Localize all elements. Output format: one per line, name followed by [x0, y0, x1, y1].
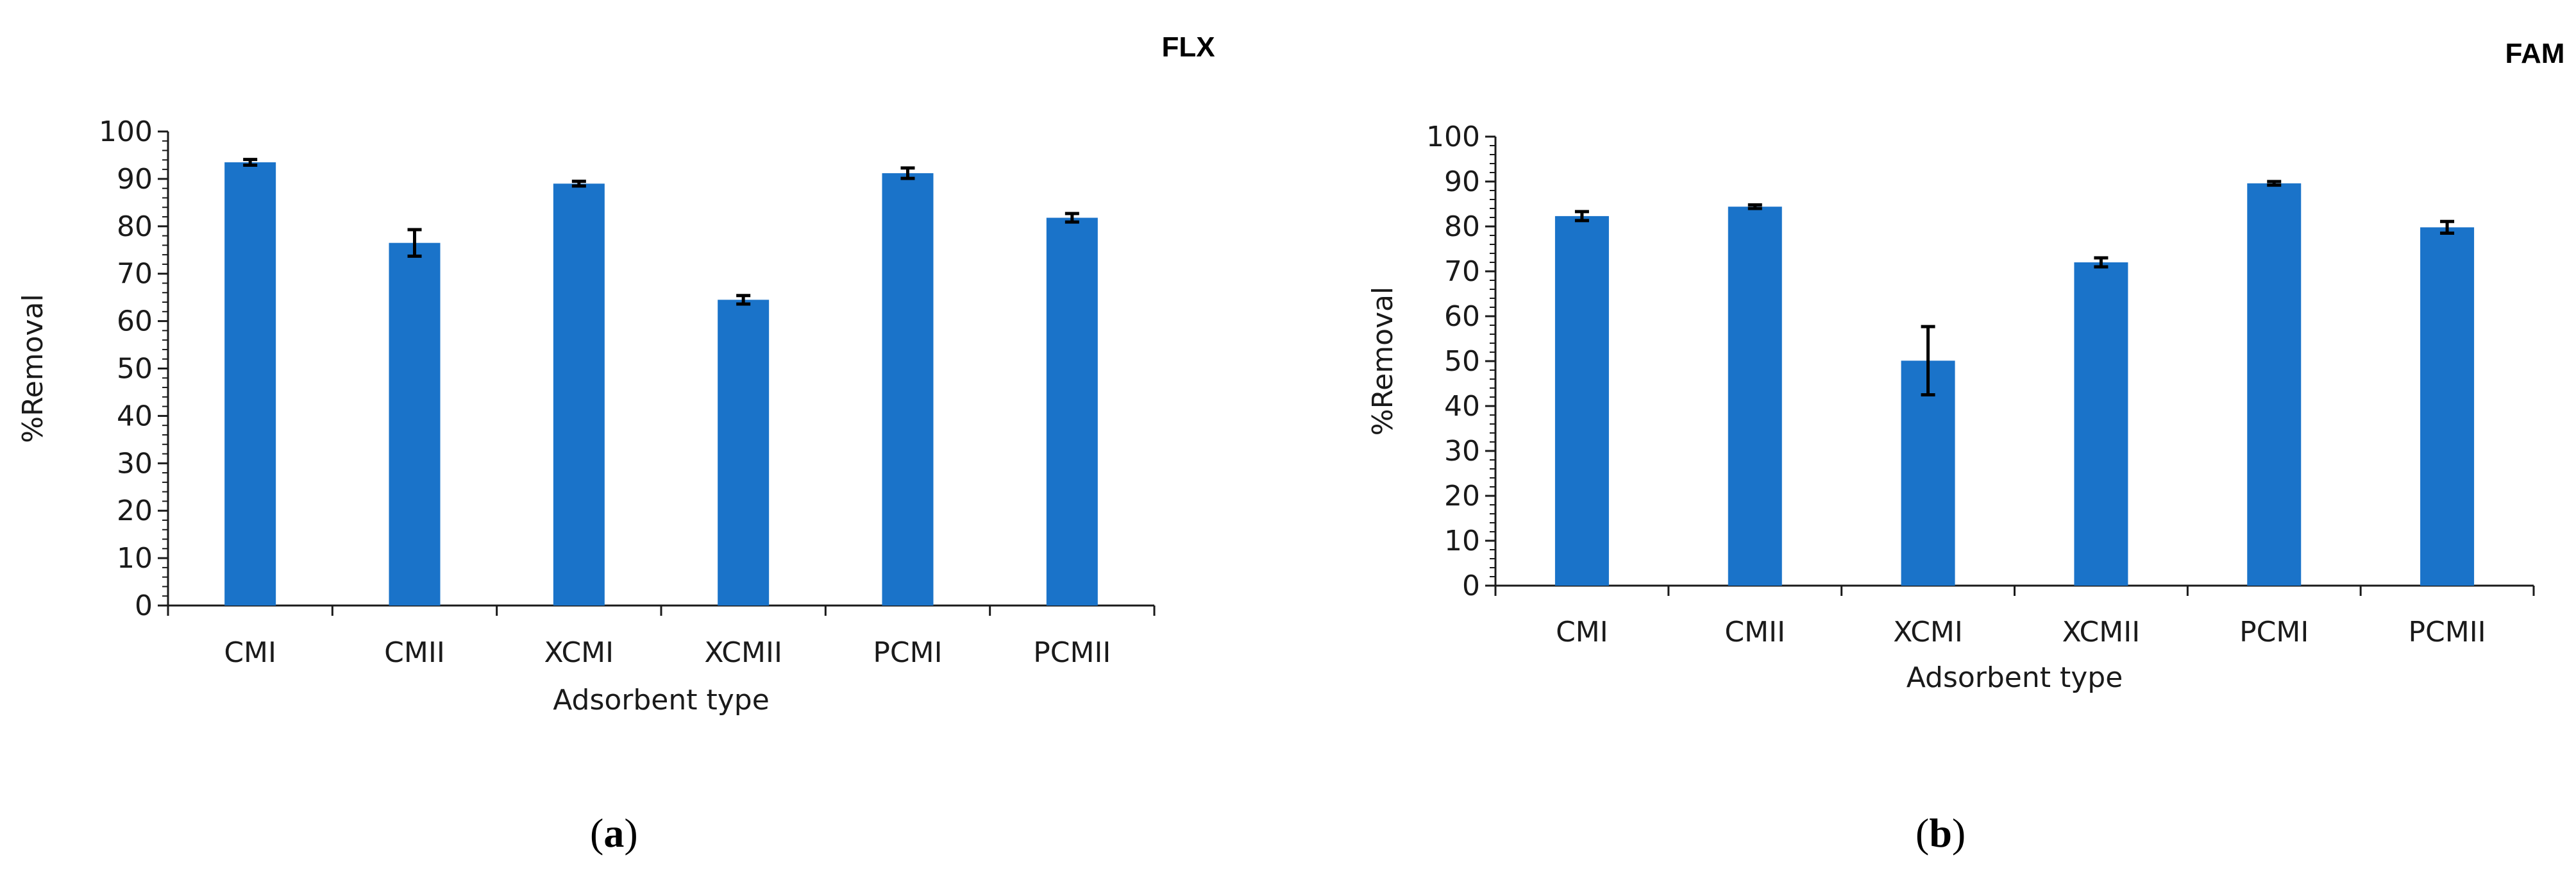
x-tick-label: PCMII: [1033, 636, 1111, 669]
y-tick-label: 0: [1462, 570, 1480, 602]
y-tick-label: 40: [1444, 390, 1480, 423]
x-tick-label: PCMI: [2239, 616, 2309, 648]
bar: [2420, 227, 2475, 586]
x-tick-label: XCMI: [1893, 616, 1963, 648]
x-tick-label: CMI: [224, 636, 276, 669]
x-tick-label: XCMII: [2062, 616, 2141, 648]
y-tick-label: 10: [1444, 525, 1480, 557]
bar: [1046, 217, 1098, 606]
y-tick-label: 70: [117, 258, 153, 291]
bar: [1554, 216, 1609, 586]
bar: [224, 162, 276, 606]
y-tick-label: 60: [1444, 300, 1480, 333]
y-tick-label: 60: [117, 305, 153, 338]
y-tick-label: 40: [117, 400, 153, 432]
y-tick-label: 30: [117, 447, 153, 480]
bar: [1901, 360, 1955, 586]
x-tick-label: XCMII: [704, 636, 782, 669]
chart-title: FAM: [2505, 38, 2565, 69]
chart-fam: FAM 0 10 20 30 40 50 60 70 80 90 100 CMI CMII XCMI XCMI…: [1367, 38, 2565, 694]
chart-title: FLX: [1161, 31, 1215, 63]
bar: [882, 173, 934, 606]
y-tick-label: 70: [1444, 255, 1480, 288]
x-axis-title: Adsorbent type: [553, 684, 770, 716]
y-tick-label: 50: [117, 353, 153, 386]
chart-flx: FLX 0 10 20 30 40 50 60 70 80 90 100 CMI CMII XCMI XCMI…: [17, 31, 1215, 716]
x-tick-label: CMI: [1556, 616, 1608, 648]
y-tick-label: 80: [117, 210, 153, 243]
x-tick-label: PCMII: [2408, 616, 2486, 648]
y-tick-label: 10: [117, 542, 153, 575]
bar: [1728, 207, 1782, 586]
y-axis-title: %Removal: [1367, 287, 1399, 436]
y-axis-title: %Removal: [17, 294, 49, 443]
bar: [2074, 262, 2128, 586]
y-tick-label: 30: [1444, 435, 1480, 468]
y-tick-label: 50: [1444, 345, 1480, 378]
y-tick-label: 80: [1444, 210, 1480, 243]
y-tick-label: 90: [117, 163, 153, 196]
y-tick-label: 20: [117, 495, 153, 527]
bar: [389, 242, 441, 606]
x-tick-label: PCMI: [873, 636, 942, 669]
x-axis-title: Adsorbent type: [1907, 661, 2123, 694]
x-tick-label: XCMI: [544, 636, 614, 669]
x-tick-label: CMII: [1724, 616, 1785, 648]
bar: [718, 300, 770, 606]
y-tick-label: 90: [1444, 165, 1480, 198]
panel-label-b: (b): [1915, 810, 1966, 856]
y-tick-label: 100: [99, 115, 153, 148]
panel-label-a: (a): [590, 810, 638, 856]
y-tick-label: 100: [1426, 121, 1480, 153]
bar: [553, 183, 605, 606]
bar: [2247, 183, 2302, 586]
x-tick-label: CMII: [384, 636, 445, 669]
y-tick-label: 20: [1444, 480, 1480, 513]
y-tick-label: 0: [135, 589, 153, 622]
